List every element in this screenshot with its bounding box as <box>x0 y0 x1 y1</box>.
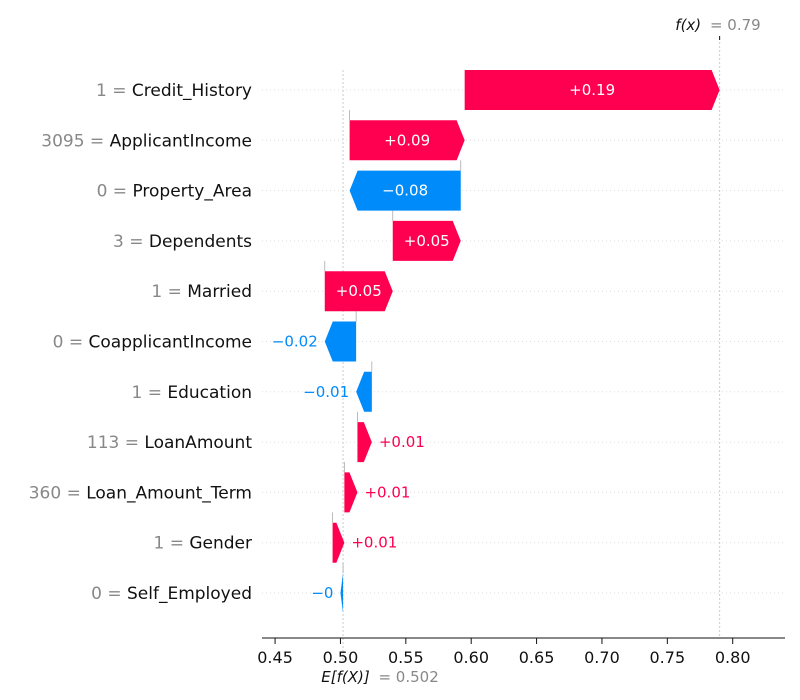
x-tick-label: 0.60 <box>453 648 489 667</box>
feature-value: 0 = <box>91 584 127 604</box>
feature-name: Married <box>187 282 252 302</box>
contribution-bar <box>344 472 358 513</box>
x-tick-label: 0.75 <box>650 648 686 667</box>
bar-value-label: +0.01 <box>379 433 425 451</box>
feature-name: Dependents <box>149 232 252 252</box>
feature-value: 1 = <box>153 534 189 554</box>
feature-value: 1 = <box>151 282 187 302</box>
x-tick-label: 0.50 <box>323 648 359 667</box>
feature-value: 1 = <box>96 81 132 101</box>
feature-label: 0 = Self_Employed <box>91 584 252 604</box>
feature-label: 360 = Loan_Amount_Term <box>29 483 252 503</box>
bar-value-label: −0.02 <box>272 333 318 351</box>
feature-value: 0 = <box>53 333 89 353</box>
feature-label: 3095 = ApplicantIncome <box>41 131 252 151</box>
feature-value: 3095 = <box>41 131 109 151</box>
feature-value: 360 = <box>29 483 87 503</box>
bar-value-label: +0.05 <box>404 232 450 250</box>
contribution-bar <box>340 573 344 613</box>
contribution-bar <box>356 371 372 412</box>
feature-name: Education <box>167 383 252 403</box>
bar-value-label: +0.05 <box>336 282 382 300</box>
contribution-bar <box>324 321 357 362</box>
x-axis: 0.45 0.50 0.55 0.60 0.65 0.70 0.75 0.80 <box>257 36 785 667</box>
feature-name: Gender <box>189 534 252 554</box>
feature-value: 1 = <box>131 383 167 403</box>
feature-label: 1 = Education <box>131 383 252 403</box>
contribution-bar <box>464 70 720 110</box>
contribution-bar <box>332 522 345 563</box>
feature-label: 1 = Gender <box>153 534 252 554</box>
feature-name: CoapplicantIncome <box>89 333 252 353</box>
contribution-bar <box>324 271 393 312</box>
contribution-bar <box>349 120 465 161</box>
feature-label: 0 = CoapplicantIncome <box>53 333 252 353</box>
feature-value: 0 = <box>97 182 133 202</box>
ex-value: = 0.502 <box>378 668 438 686</box>
bar-value-label: −0 <box>311 584 333 602</box>
feature-label: 1 = Credit_History <box>96 81 252 101</box>
x-tick-label: 0.55 <box>388 648 424 667</box>
ex-annotation: E[f(X)] = 0.502 <box>321 668 439 686</box>
x-tick-label: 0.45 <box>257 648 293 667</box>
bar-value-label: −0.08 <box>382 182 428 200</box>
feature-name: Loan_Amount_Term <box>86 483 252 503</box>
feature-name: Property_Area <box>132 182 252 202</box>
fx-label: f(x) <box>675 16 701 34</box>
feature-label: 3 = Dependents <box>113 232 252 252</box>
feature-name: LoanAmount <box>144 433 252 453</box>
feature-value: 3 = <box>113 232 149 252</box>
contribution-bar <box>357 422 372 463</box>
bar-value-label: +0.01 <box>364 483 410 501</box>
x-tick-label: 0.65 <box>519 648 555 667</box>
fx-annotation: f(x) = 0.79 <box>675 16 760 34</box>
feature-value: 113 = <box>87 433 145 453</box>
feature-labels: 1 = Credit_History 3095 = ApplicantIncome… <box>29 81 253 604</box>
bar-value-label: −0.01 <box>303 383 349 401</box>
ex-label: E[f(X)] <box>321 668 370 686</box>
bar-value-label: +0.09 <box>384 131 430 149</box>
bar-value-label: +0.01 <box>351 534 397 552</box>
contribution-bar <box>392 220 461 261</box>
feature-label: 0 = Property_Area <box>97 182 252 202</box>
reference-lines <box>324 38 721 660</box>
bar-value-label: +0.19 <box>569 81 615 99</box>
x-tick-label: 0.70 <box>584 648 620 667</box>
contribution-bars: +0.19 +0.09 −0.08 +0.05 +0.05 −0.02 −0.01 +0.01… <box>272 70 720 613</box>
x-tick-label: 0.80 <box>715 648 751 667</box>
feature-label: 1 = Married <box>151 282 252 302</box>
feature-name: Credit_History <box>132 81 252 101</box>
feature-name: Self_Employed <box>127 584 252 604</box>
feature-label: 113 = LoanAmount <box>87 433 252 453</box>
feature-name: ApplicantIncome <box>110 131 252 151</box>
contribution-bar <box>349 170 461 211</box>
fx-value: = 0.79 <box>710 16 761 34</box>
